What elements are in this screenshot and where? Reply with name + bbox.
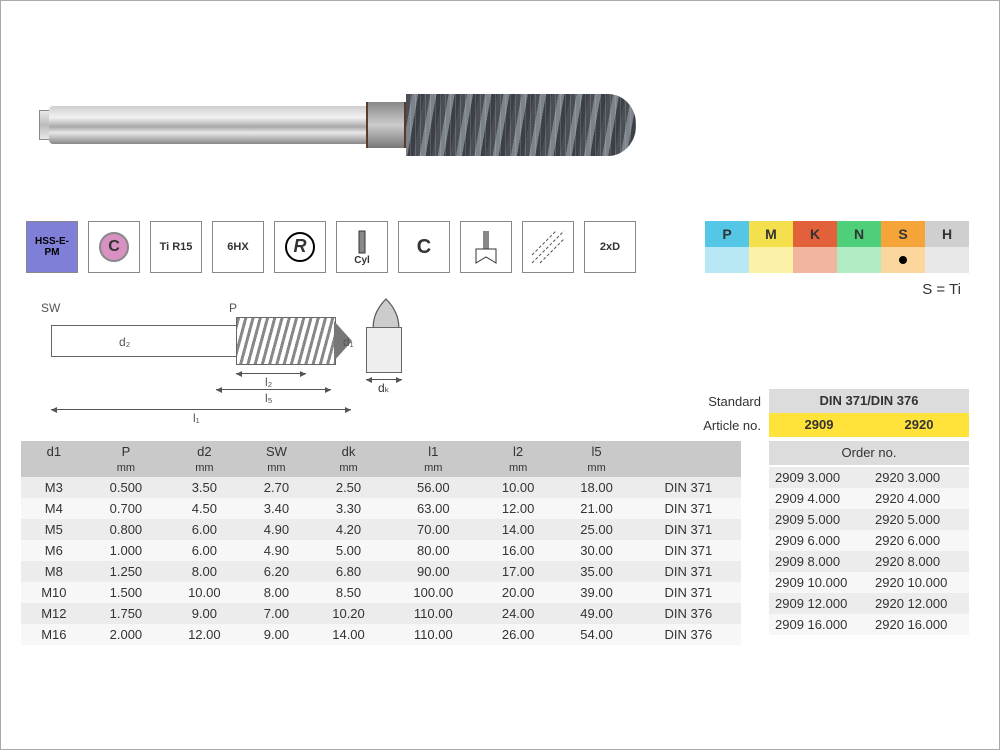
dim-d1: d₁	[343, 335, 354, 349]
material-grid: PMKNSH	[705, 221, 969, 273]
table-row: M40.7004.503.403.3063.0012.0021.00DIN 37…	[21, 498, 741, 519]
icon-shank-cylindrical: Cyl	[336, 221, 388, 273]
dim-d2: d₂	[119, 335, 130, 349]
dim-l5: l₅	[265, 391, 273, 405]
order-row: 2909 5.0002920 5.000	[769, 509, 969, 530]
icon-hole-blind	[460, 221, 512, 273]
side-view-diagram: dₖ	[356, 299, 416, 389]
table-row: M81.2508.006.206.8090.0017.0035.00DIN 37…	[21, 561, 741, 582]
table-row: M101.50010.008.008.50100.0020.0039.00DIN…	[21, 582, 741, 603]
material-col-h: H	[925, 221, 969, 273]
icon-coating-tir: Ti R15	[150, 221, 202, 273]
material-col-s: S	[881, 221, 925, 273]
order-row: 2909 4.0002920 4.000	[769, 488, 969, 509]
order-row: 2909 16.0002920 16.000	[769, 614, 969, 635]
material-col-m: M	[749, 221, 793, 273]
col-std	[636, 441, 741, 462]
col-SW: SW	[244, 441, 310, 462]
icon-coating-c: C	[88, 221, 140, 273]
order-table: 2909 3.0002920 3.0002909 4.0002920 4.000…	[769, 467, 969, 635]
material-col-k: K	[793, 221, 837, 273]
article-2920: 2920	[869, 413, 969, 437]
material-col-n: N	[837, 221, 881, 273]
col-d2: d2	[165, 441, 243, 462]
order-row: 2909 6.0002920 6.000	[769, 530, 969, 551]
dim-dk: dₖ	[378, 381, 390, 395]
dim-l2: l₂	[265, 375, 272, 389]
icon-tolerance: 6HX	[212, 221, 264, 273]
dim-sw: SW	[41, 301, 60, 315]
article-2909: 2909	[769, 413, 869, 437]
icon-material: HSS-E- PM	[26, 221, 78, 273]
table-row: M121.7509.007.0010.20110.0024.0049.00DIN…	[21, 603, 741, 624]
order-row: 2909 3.0002920 3.000	[769, 467, 969, 488]
order-no-label: Order no.	[769, 441, 969, 465]
col-l5: l5	[557, 441, 635, 462]
col-d1: d1	[21, 441, 87, 462]
table-row: M50.8006.004.904.2070.0014.0025.00DIN 37…	[21, 519, 741, 540]
order-header: Standard DIN 371/DIN 376 Article no. 290…	[679, 389, 969, 437]
dim-l1: l₁	[193, 411, 200, 425]
standard-value: DIN 371/DIN 376	[769, 389, 969, 413]
dim-p: P	[229, 301, 237, 315]
icon-chip-helix	[522, 221, 574, 273]
icon-depth: 2xD	[584, 221, 636, 273]
table-row: M61.0006.004.905.0080.0016.0030.00DIN 37…	[21, 540, 741, 561]
standard-label: Standard	[679, 394, 769, 409]
table-row: M30.5003.502.702.5056.0010.0018.00DIN 37…	[21, 477, 741, 498]
col-dk: dk	[309, 441, 387, 462]
article-label: Article no.	[679, 418, 769, 433]
col-l2: l2	[479, 441, 557, 462]
spec-table: d1Pd2SWdkl1l2l5 mmmmmmmmmmmmmm M30.5003.…	[21, 441, 741, 645]
icon-rotation: R	[274, 221, 326, 273]
order-row: 2909 12.0002920 12.000	[769, 593, 969, 614]
table-row: M162.00012.009.0014.00110.0026.0054.00DI…	[21, 624, 741, 645]
col-P: P	[87, 441, 165, 462]
material-note: S = Ti	[922, 281, 961, 298]
product-image	[21, 66, 641, 176]
property-icon-row: HSS-E- PM C Ti R15 6HX R Cyl C 2xD	[26, 221, 636, 273]
order-row: 2909 10.0002920 10.000	[769, 572, 969, 593]
order-row: 2909 8.0002920 8.000	[769, 551, 969, 572]
col-l1: l1	[388, 441, 479, 462]
material-col-p: P	[705, 221, 749, 273]
icon-chamfer-form: C	[398, 221, 450, 273]
